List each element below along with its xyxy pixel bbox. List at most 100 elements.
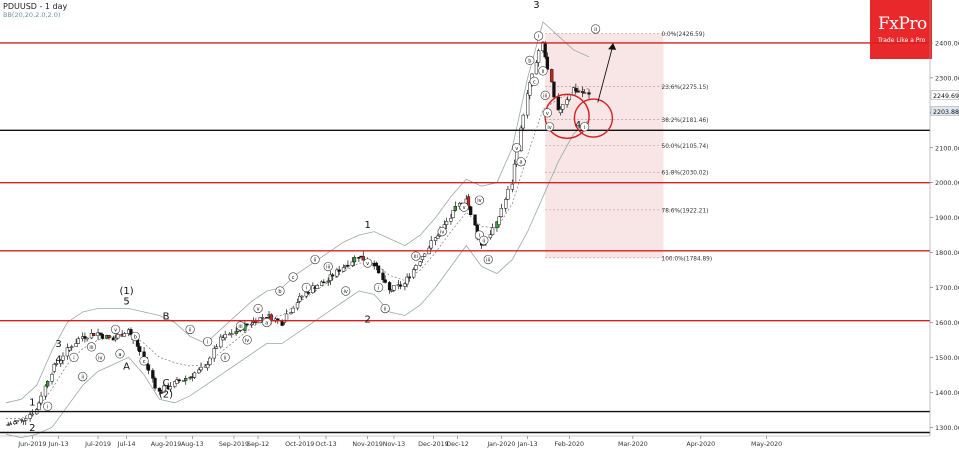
- candle-body: [116, 334, 120, 339]
- candle-body: [138, 346, 142, 353]
- candle-body: [100, 334, 105, 339]
- candle-body: [157, 387, 162, 392]
- candle-body: [429, 240, 433, 249]
- candle-body: [65, 347, 70, 357]
- candle-body: [199, 366, 203, 371]
- candle-body: [30, 413, 34, 416]
- wave-label-minor-circle: [341, 286, 351, 296]
- fib-level-label: 61.8%(2030.02): [662, 171, 709, 177]
- candle-body: [52, 364, 56, 372]
- wave-label-minor: iii: [89, 345, 93, 351]
- logo-tagline: Trade Like a Pro: [878, 37, 926, 44]
- wave-label-minor: i: [306, 286, 307, 292]
- candle-body: [159, 392, 164, 394]
- wave-label-minor: ii: [384, 306, 387, 312]
- candle-body: [85, 337, 89, 340]
- candle-body: [306, 292, 311, 294]
- wave-label-minor-circle: [310, 254, 320, 265]
- candle-body: [83, 336, 87, 339]
- wave-label-minor-circle: [534, 31, 544, 41]
- candle-body: [449, 218, 453, 222]
- wave-label-major: 2: [364, 314, 370, 325]
- wave-label-major: 2: [29, 423, 35, 434]
- wave-label-minor: v: [114, 327, 117, 333]
- projection-arrow-line: [597, 44, 614, 103]
- candle-body: [21, 419, 26, 422]
- candle-body: [184, 378, 188, 381]
- candle-body: [192, 372, 197, 378]
- wave-label-minor-circle: [130, 331, 140, 342]
- wave-ii-highlight-circle: [573, 98, 614, 138]
- candle-body: [574, 88, 578, 92]
- wave-label-minor-circle: [115, 349, 125, 359]
- symbol-title: PDUUSD - 1 day: [3, 2, 68, 11]
- logo-brand: FxPro: [878, 14, 927, 34]
- x-tick-label: Mar-2020: [618, 441, 648, 448]
- candle-body: [315, 285, 319, 289]
- bollinger-middle-band: [6, 88, 590, 419]
- current-price-label: 2203.88: [933, 109, 959, 116]
- wave-label-minor: v: [515, 146, 518, 152]
- candle-body: [504, 199, 508, 209]
- candle-body: [550, 69, 554, 83]
- candle-body: [414, 265, 418, 270]
- wave-label-major: 1: [364, 220, 370, 231]
- candle-body: [8, 423, 13, 426]
- candle-body: [19, 418, 23, 421]
- candle-body: [337, 269, 341, 272]
- candle-body: [567, 94, 571, 101]
- wave-label-minor-circle: [323, 261, 333, 272]
- candle-body: [330, 274, 335, 277]
- candle-body: [212, 348, 216, 359]
- candle-body: [490, 227, 495, 235]
- candle-body: [61, 355, 65, 361]
- x-tick-label: Nov-13: [383, 441, 405, 448]
- candle-body: [453, 205, 457, 211]
- candle-body: [346, 264, 350, 267]
- candle-body: [587, 92, 591, 95]
- candle-body: [50, 373, 54, 382]
- candle-body: [390, 290, 394, 292]
- candle-body: [335, 269, 339, 277]
- wave-label-minor: ii: [542, 69, 545, 75]
- wave-label-minor: iv: [344, 289, 348, 295]
- candle-body: [403, 283, 407, 287]
- projection-arrow-head: [608, 42, 617, 50]
- candle-body: [289, 312, 293, 315]
- y-tick-label: 2300.00: [935, 74, 959, 82]
- wave-label-major: 4: [55, 355, 61, 366]
- wave-label-minor-circle: [203, 337, 213, 347]
- y-tick-label: 1600.00: [935, 319, 959, 327]
- wave-label-minor: v: [463, 205, 466, 211]
- candle-body: [534, 62, 539, 75]
- x-tick-label: Nov-2019: [352, 441, 382, 448]
- fib-level-label: 38.2%(2181.46): [662, 118, 709, 124]
- x-tick-label: Oct-2019: [285, 441, 314, 448]
- candle-body: [422, 253, 427, 257]
- candle-body: [357, 257, 361, 259]
- wave-label-minor-circle: [459, 202, 469, 212]
- wave-label-minor: ii: [81, 375, 84, 381]
- candle-body: [558, 108, 563, 114]
- y-tick-label: 2100.00: [935, 144, 959, 152]
- candle-body: [74, 343, 78, 347]
- y-tick-label: 2000.00: [935, 179, 959, 187]
- wave-label-minor-circle: [235, 321, 246, 331]
- x-tick-label: Sep-2019: [219, 441, 249, 448]
- x-tick-label: Jul-14: [117, 441, 136, 448]
- wave-label-minor: iii: [238, 324, 242, 330]
- wave-label-minor-circle: [86, 342, 97, 352]
- candle-body: [352, 257, 357, 263]
- bollinger-upper-band: [5, 21, 590, 404]
- candle-body: [510, 183, 514, 190]
- x-tick-label: Oct-13: [315, 441, 336, 448]
- candle-body: [15, 420, 19, 423]
- candle-body: [407, 276, 411, 279]
- candle-body: [28, 414, 32, 419]
- candle-body: [488, 234, 493, 239]
- wave-label-major: B: [163, 312, 170, 323]
- wave-label-minor: b: [278, 289, 281, 295]
- wave-label-minor-circle: [301, 282, 311, 293]
- candle-body: [536, 50, 541, 63]
